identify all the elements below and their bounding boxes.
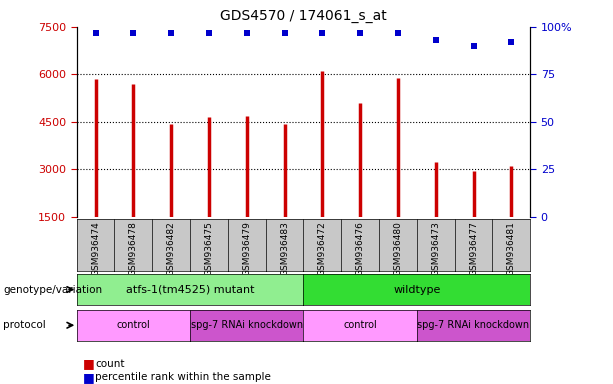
Text: GSM936479: GSM936479	[242, 222, 251, 276]
Text: ■: ■	[83, 358, 94, 371]
Text: atfs-1(tm4525) mutant: atfs-1(tm4525) mutant	[126, 285, 254, 295]
Text: wildtype: wildtype	[393, 285, 441, 295]
Text: GSM936472: GSM936472	[318, 222, 327, 276]
Text: control: control	[343, 320, 377, 330]
Text: percentile rank within the sample: percentile rank within the sample	[95, 372, 271, 382]
Text: genotype/variation: genotype/variation	[3, 285, 102, 295]
Text: GSM936473: GSM936473	[431, 222, 440, 276]
Text: GSM936480: GSM936480	[394, 222, 403, 276]
Text: protocol: protocol	[3, 320, 46, 330]
Text: GSM936483: GSM936483	[280, 222, 289, 276]
Text: GSM936474: GSM936474	[91, 222, 100, 276]
Text: GSM936476: GSM936476	[356, 222, 365, 276]
Text: GSM936478: GSM936478	[129, 222, 138, 276]
Text: GSM936482: GSM936482	[167, 222, 176, 276]
Text: count: count	[95, 359, 124, 369]
Text: spg-7 RNAi knockdown: spg-7 RNAi knockdown	[417, 320, 530, 330]
Text: spg-7 RNAi knockdown: spg-7 RNAi knockdown	[191, 320, 303, 330]
Title: GDS4570 / 174061_s_at: GDS4570 / 174061_s_at	[220, 9, 387, 23]
Text: GSM936481: GSM936481	[507, 222, 516, 276]
Text: control: control	[116, 320, 150, 330]
Text: GSM936477: GSM936477	[469, 222, 478, 276]
Text: ■: ■	[83, 371, 94, 384]
Text: GSM936475: GSM936475	[204, 222, 213, 276]
